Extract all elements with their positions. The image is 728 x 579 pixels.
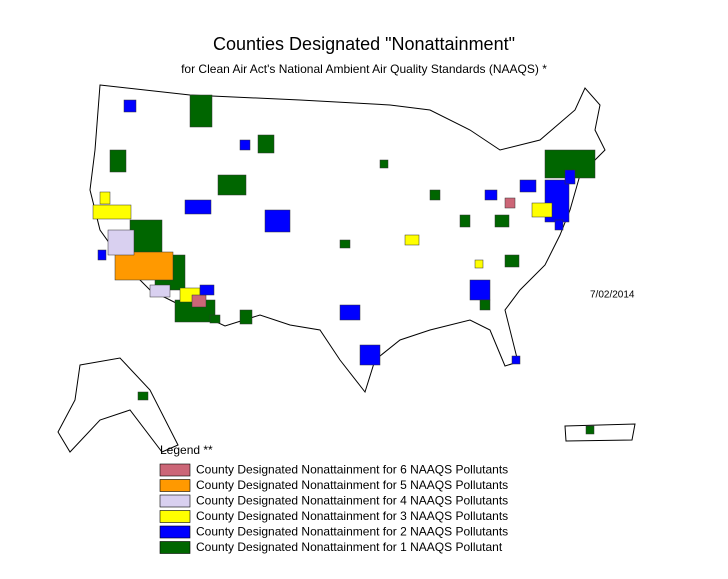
county-area — [92, 204, 132, 220]
county-area — [189, 94, 213, 128]
county-area — [184, 199, 212, 215]
county-area — [504, 254, 520, 268]
legend: County Designated Nonattainment for 6 NA… — [159, 463, 508, 554]
county-area — [239, 309, 253, 325]
county-area — [339, 304, 361, 321]
county-area — [474, 259, 484, 269]
legend-swatch — [159, 510, 191, 523]
county-area — [404, 234, 420, 246]
county-area — [199, 284, 215, 296]
county-area — [114, 251, 174, 281]
county-area — [99, 191, 111, 205]
map-title: Counties Designated "Nonattainment" — [213, 34, 515, 54]
county-area — [519, 179, 537, 193]
date-label: 7/02/2014 — [590, 290, 635, 301]
legend-label: County Designated Nonattainment for 1 NA… — [196, 540, 503, 554]
legend-swatch — [159, 541, 191, 554]
county-area — [531, 202, 553, 218]
county-area — [191, 294, 207, 308]
county-area — [459, 214, 471, 228]
county-area — [257, 134, 275, 154]
county-area — [97, 249, 107, 261]
county-area — [511, 355, 521, 365]
legend-title: Legend ** — [160, 443, 213, 457]
map — [57, 84, 636, 453]
county-area — [264, 209, 291, 233]
county-area — [484, 189, 498, 201]
county-area — [209, 314, 221, 324]
county-area — [379, 159, 389, 169]
county-area — [123, 99, 137, 113]
legend-swatch — [159, 463, 191, 477]
legend-swatch — [159, 479, 191, 492]
map-subtitle: for Clean Air Act's National Ambient Air… — [181, 62, 547, 76]
legend-label: County Designated Nonattainment for 5 NA… — [196, 478, 508, 492]
county-area — [479, 299, 491, 311]
county-area — [564, 169, 576, 185]
county-area — [339, 239, 351, 249]
legend-label: County Designated Nonattainment for 6 NA… — [196, 463, 508, 477]
legend-label: County Designated Nonattainment for 4 NA… — [196, 494, 508, 508]
county-area — [137, 391, 149, 401]
county-area — [109, 149, 127, 173]
legend-label: County Designated Nonattainment for 2 NA… — [196, 525, 508, 539]
legend-swatch — [159, 525, 191, 539]
legend-swatch — [159, 494, 191, 508]
county-area — [554, 219, 564, 231]
county-area — [149, 284, 171, 298]
county-area — [469, 279, 491, 301]
county-area — [504, 197, 516, 209]
county-area — [107, 229, 135, 256]
contiguous-us — [89, 84, 606, 394]
county-area — [239, 139, 251, 151]
county-area — [429, 189, 441, 201]
county-area — [359, 344, 381, 366]
alaska — [57, 357, 179, 453]
puerto-rico — [564, 423, 636, 442]
county-area — [585, 425, 595, 435]
county-area — [217, 174, 247, 196]
county-area — [494, 214, 510, 228]
legend-label: County Designated Nonattainment for 3 NA… — [196, 509, 508, 523]
